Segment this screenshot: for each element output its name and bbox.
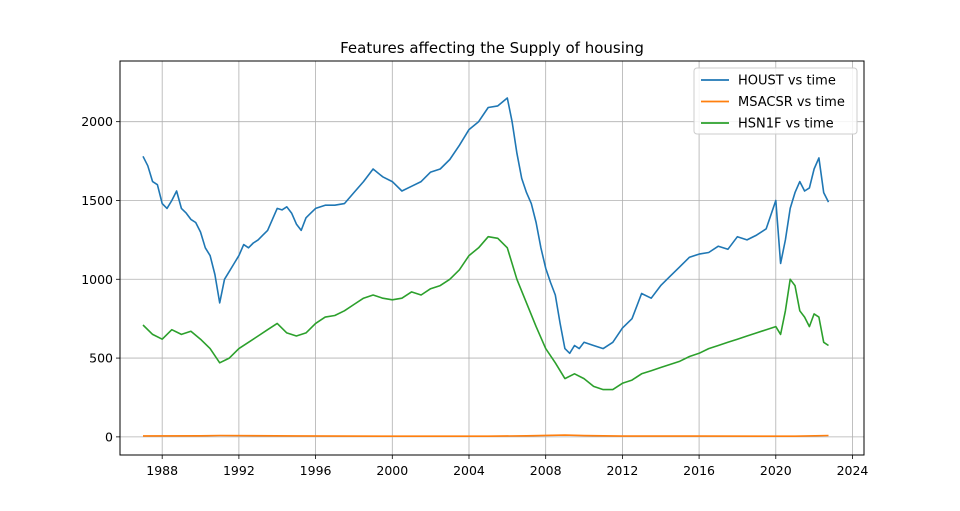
x-tick-label: 2024: [837, 463, 869, 478]
x-tick-label: 2020: [760, 463, 792, 478]
plot-frame: [119, 60, 865, 456]
legend-label-0: HOUST vs time: [738, 74, 836, 89]
y-tick-label: 2000: [81, 114, 113, 129]
legend: HOUST vs time MSACSR vs time HSN1F vs time: [693, 67, 858, 135]
ticks: 1988 1992 1996 2000 2004 2008 2012 2016 2020 2024…: [81, 114, 868, 478]
series-layer: [142, 97, 830, 438]
y-tick-label: 500: [89, 351, 113, 366]
y-tick-label: 0: [105, 429, 113, 444]
x-tick-label: 2016: [683, 463, 715, 478]
grid: [120, 61, 864, 455]
x-tick-label: 2012: [606, 463, 638, 478]
y-tick-label: 1500: [81, 193, 113, 208]
series-line-1: [142, 434, 829, 438]
series-line-2: [142, 235, 829, 391]
chart-title: Features affecting the Supply of housing: [340, 39, 644, 57]
x-tick-label: 2004: [453, 463, 485, 478]
x-tick-label: 1996: [300, 463, 332, 478]
x-tick-label: 1992: [223, 463, 255, 478]
y-tick-label: 1000: [81, 272, 113, 287]
legend-box: [693, 67, 858, 135]
x-tick-label: 2000: [376, 463, 408, 478]
x-tick-label: 2008: [530, 463, 562, 478]
legend-label-1: MSACSR vs time: [738, 95, 845, 110]
x-tick-label: 1988: [146, 463, 178, 478]
legend-label-2: HSN1F vs time: [738, 117, 834, 132]
series-line-0: [142, 97, 830, 355]
